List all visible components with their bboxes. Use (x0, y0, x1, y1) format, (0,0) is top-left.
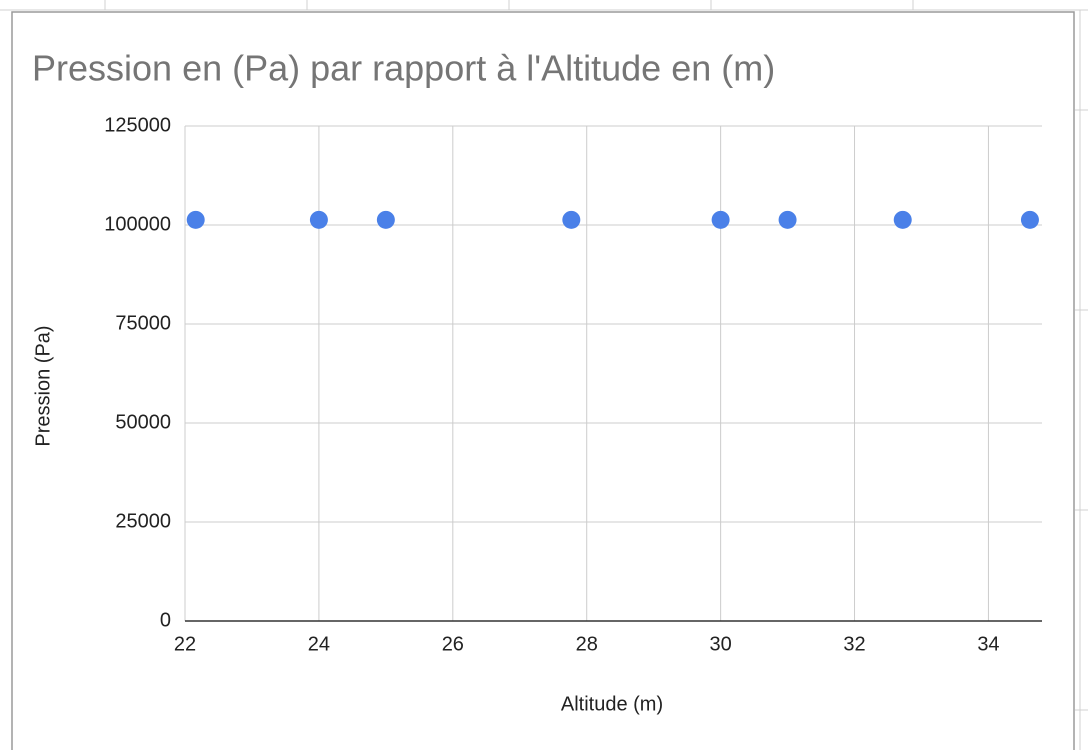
x-tick-label: 22 (174, 633, 196, 655)
y-tick-label: 75000 (115, 312, 171, 334)
point (778, 210, 797, 229)
x-tick-label: 30 (710, 633, 732, 655)
point (893, 210, 912, 229)
chart-frame (11, 11, 1075, 753)
y-tick-label: 50000 (115, 411, 171, 433)
point (376, 210, 395, 229)
point (1020, 210, 1039, 229)
x-tick-label: 24 (308, 633, 330, 655)
x-tick-label: 28 (576, 633, 598, 655)
y-tick-label: 100000 (104, 213, 171, 235)
x-tick-label: 32 (843, 633, 865, 655)
x-tick-label: 26 (442, 633, 464, 655)
y-tick-label: 25000 (115, 510, 171, 532)
chart-title: Pression en (Pa) par rapport à l'Altitud… (32, 48, 775, 89)
y-axis-label: Pression (Pa) (32, 325, 54, 446)
point (309, 210, 328, 229)
point (562, 210, 581, 229)
x-tick-label: 34 (977, 633, 999, 655)
y-tick-label: 125000 (104, 114, 171, 136)
x-axis-label: Altitude (m) (561, 693, 663, 715)
point (711, 210, 730, 229)
y-tick-label: 0 (160, 609, 171, 631)
point (186, 210, 205, 229)
